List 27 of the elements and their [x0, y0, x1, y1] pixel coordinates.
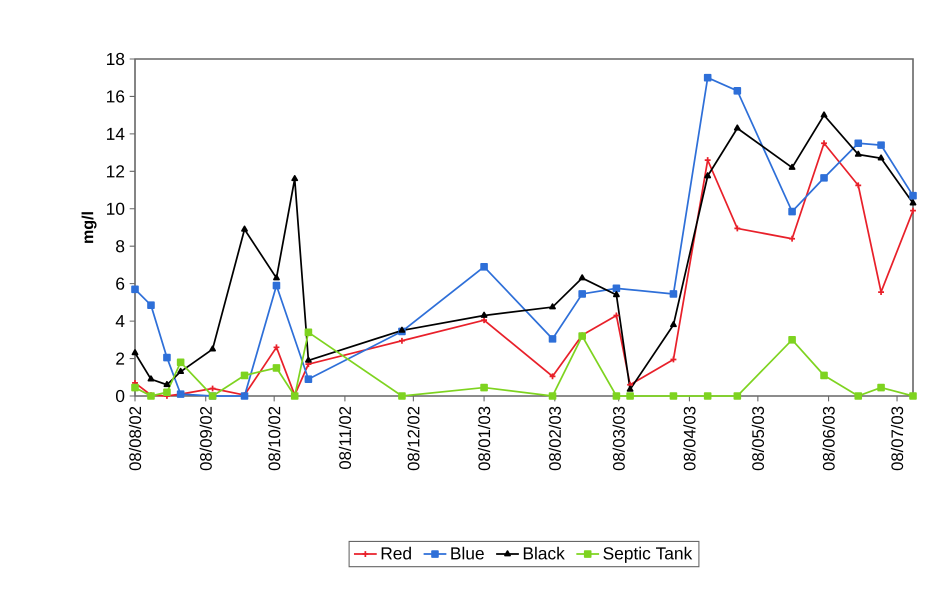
- y-axis-title: mg/l: [82, 212, 97, 243]
- legend-label: Black: [524, 546, 565, 560]
- legend-label: Blue: [451, 546, 484, 560]
- x-tick-label: 08/07/03: [890, 406, 904, 470]
- x-tick-label: 08/09/02: [200, 406, 212, 470]
- x-tick-label: 08/10/02: [268, 406, 280, 470]
- x-tick-label: 08/12/02: [407, 406, 420, 470]
- y-tick-label: 12: [107, 165, 124, 178]
- x-tick-label: 08/02/03: [548, 406, 561, 470]
- x-tick-label: 08/01/03: [478, 406, 490, 470]
- y-tick-label: 8: [116, 240, 124, 252]
- x-tick-label: 08/08/02: [128, 406, 142, 470]
- y-tick-label: 6: [116, 278, 124, 290]
- y-tick-label: 18: [107, 52, 124, 66]
- legend-label: Septic Tank: [603, 546, 692, 563]
- x-tick-label: 08/05/03: [752, 406, 764, 470]
- x-tick-label: 08/03/03: [612, 406, 625, 470]
- x-tick-label: 08/06/03: [822, 406, 835, 470]
- x-tick-label: 08/11/02: [338, 406, 352, 470]
- y-tick-label: 16: [107, 90, 124, 103]
- legend-label: Red: [382, 546, 411, 560]
- x-tick-label: 08/04/03: [683, 406, 696, 470]
- y-tick-label: 4: [116, 315, 124, 328]
- y-tick-label: 2: [116, 352, 124, 365]
- y-tick-label: 0: [116, 390, 124, 402]
- y-tick-label: 10: [107, 202, 124, 215]
- y-tick-label: 14: [107, 128, 124, 140]
